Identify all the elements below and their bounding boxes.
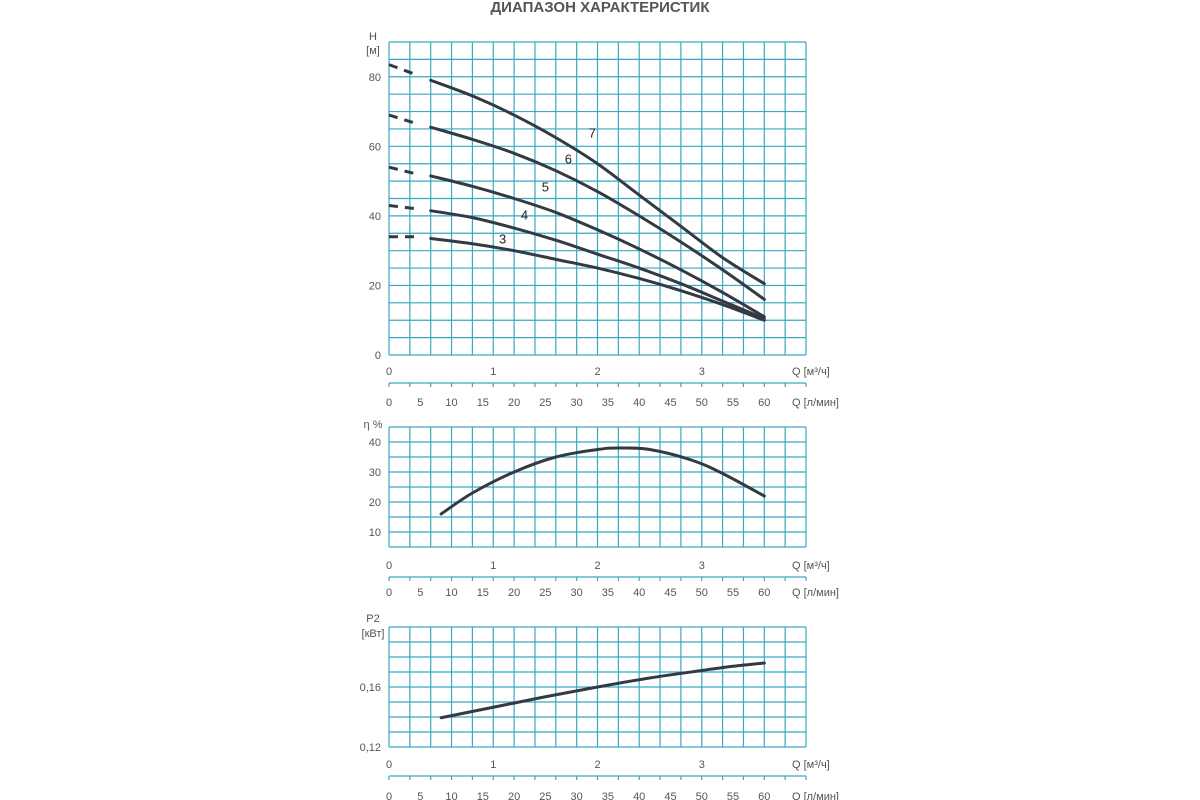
head-x-tick-lmin: 35 <box>602 397 614 409</box>
head-x-tick-lmin: 60 <box>758 397 770 409</box>
efficiency-x-tick-lmin: 10 <box>445 587 457 599</box>
head-x-tick-lmin: 15 <box>477 397 489 409</box>
power-x-tick-lmin: 5 <box>417 791 423 800</box>
power-x-tick-lmin: 60 <box>758 791 770 800</box>
efficiency-x-tick-lmin: 40 <box>633 587 645 599</box>
efficiency-x-tick-lmin: 0 <box>386 587 392 599</box>
power-y-axis-title: P2 <box>366 613 379 625</box>
head-x-tick-m3h: 0 <box>386 366 392 378</box>
power-y-tick-label: 0,12 <box>360 742 381 754</box>
head-curve-label: 5 <box>542 180 549 195</box>
efficiency-x-tick-m3h: 0 <box>386 560 392 572</box>
efficiency-x-tick-m3h: 1 <box>490 560 496 572</box>
power-x-tick-lmin: 10 <box>445 791 457 800</box>
head-curve-dashed-5 <box>388 165 418 176</box>
head-x-axis-title-lmin: Q [л/мин] <box>792 397 839 409</box>
power-x-tick-m3h: 0 <box>386 759 392 771</box>
head-x-tick-lmin: 55 <box>727 397 739 409</box>
head-curve-4 <box>429 209 766 320</box>
power-x-tick-lmin: 45 <box>664 791 676 800</box>
power-x-tick-m3h: 3 <box>699 759 705 771</box>
efficiency-y-tick-label: 20 <box>369 497 381 509</box>
efficiency-x-tick-m3h: 2 <box>594 560 600 572</box>
head-curve-5 <box>429 174 766 319</box>
power-x-tick-lmin: 0 <box>386 791 392 800</box>
head-x-tick-lmin: 20 <box>508 397 520 409</box>
head-curve-label: 3 <box>499 232 506 247</box>
head-y-tick-label: 0 <box>375 350 381 362</box>
power-x-tick-lmin: 15 <box>477 791 489 800</box>
head-x-tick-m3h: 3 <box>699 366 705 378</box>
efficiency-x-tick-lmin: 35 <box>602 587 614 599</box>
head-x-tick-lmin: 30 <box>571 397 583 409</box>
head-curve-dashed-6 <box>388 113 418 126</box>
chart-title: ДИАПАЗОН ХАРАКТЕРИСТИК <box>491 0 711 16</box>
power-x-tick-lmin: 30 <box>571 791 583 800</box>
head-curve-6 <box>429 125 766 301</box>
power-x-tick-lmin: 50 <box>696 791 708 800</box>
efficiency-x-axis-title-m3h: Q [м³/ч] <box>792 560 830 572</box>
power-y-tick-label: 0,16 <box>360 682 381 694</box>
head-y-tick-label: 60 <box>369 141 381 153</box>
power-x-tick-m3h: 1 <box>490 759 496 771</box>
efficiency-x-tick-lmin: 45 <box>664 587 676 599</box>
efficiency-x-tick-lmin: 15 <box>477 587 489 599</box>
head-y-axis-title: H <box>369 31 377 43</box>
efficiency-x-tick-lmin: 50 <box>696 587 708 599</box>
efficiency-x-tick-lmin: 55 <box>727 587 739 599</box>
head-curve-label: 7 <box>589 126 596 141</box>
power-curve-1 <box>439 661 766 720</box>
head-x-tick-lmin: 0 <box>386 397 392 409</box>
efficiency-curve-1 <box>439 446 766 516</box>
head-curve-label: 6 <box>565 152 572 167</box>
efficiency-y-tick-label: 40 <box>369 437 381 449</box>
head-x-tick-m3h: 2 <box>594 366 600 378</box>
power-x-axis-title-m3h: Q [м³/ч] <box>792 759 830 771</box>
power-x-tick-m3h: 2 <box>594 759 600 771</box>
efficiency-y-tick-label: 30 <box>369 467 381 479</box>
efficiency-x-tick-lmin: 30 <box>571 587 583 599</box>
efficiency-x-tick-lmin: 25 <box>539 587 551 599</box>
head-curve-dashed-4 <box>388 203 418 211</box>
head-x-tick-lmin: 25 <box>539 397 551 409</box>
power-x-tick-lmin: 40 <box>633 791 645 800</box>
head-curve-label: 4 <box>521 207 528 222</box>
head-x-tick-m3h: 1 <box>490 366 496 378</box>
head-x-tick-lmin: 45 <box>664 397 676 409</box>
head-curve-dashed-7 <box>388 63 418 77</box>
efficiency-x-tick-lmin: 60 <box>758 587 770 599</box>
head-x-tick-lmin: 50 <box>696 397 708 409</box>
head-curve-3 <box>429 236 766 322</box>
power-y-axis-unit: [кВт] <box>362 628 385 640</box>
head-x-tick-lmin: 40 <box>633 397 645 409</box>
power-x-tick-lmin: 25 <box>539 791 551 800</box>
head-x-tick-lmin: 10 <box>445 397 457 409</box>
efficiency-x-tick-lmin: 20 <box>508 587 520 599</box>
head-curve-7 <box>429 78 766 286</box>
head-x-axis-title-m3h: Q [м³/ч] <box>792 366 830 378</box>
power-x-axis-title-lmin: Q [л/мин] <box>792 791 839 800</box>
head-y-tick-label: 20 <box>369 280 381 292</box>
power-x-tick-lmin: 20 <box>508 791 520 800</box>
power-x-tick-lmin: 35 <box>602 791 614 800</box>
efficiency-x-tick-lmin: 5 <box>417 587 423 599</box>
efficiency-x-tick-m3h: 3 <box>699 560 705 572</box>
head-y-axis-unit: [м] <box>366 45 380 57</box>
head-y-tick-label: 80 <box>369 72 381 84</box>
power-x-tick-lmin: 55 <box>727 791 739 800</box>
head-y-tick-label: 40 <box>369 211 381 223</box>
efficiency-x-axis-title-lmin: Q [л/мин] <box>792 587 839 599</box>
head-x-tick-lmin: 5 <box>417 397 423 409</box>
efficiency-y-axis-title: η % <box>364 419 383 431</box>
efficiency-y-tick-label: 10 <box>369 527 381 539</box>
